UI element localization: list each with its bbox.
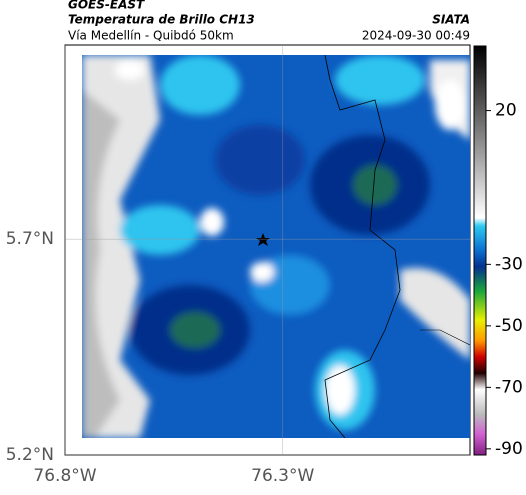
warm-cloud: [335, 55, 425, 105]
colorbar-tick-label: -30: [495, 254, 523, 274]
product-title: Temperatura de Brillo CH13: [68, 13, 255, 27]
warm-cloud: [160, 55, 240, 115]
imagery: [82, 55, 470, 438]
y-tick-label: 5.7°N: [6, 229, 54, 249]
boundary: [420, 329, 470, 346]
timestamp: 2024-09-30 00:49: [362, 29, 470, 43]
colorbar-tick-label: -70: [495, 377, 523, 397]
cold-cloud: [215, 125, 305, 195]
gap: [325, 365, 355, 415]
gap: [200, 208, 224, 236]
colorbar-tick-label: -90: [495, 439, 523, 459]
colorbar-tick-label: 20: [495, 101, 517, 121]
y-tick-label: 5.2°N: [6, 445, 54, 465]
org: SIATA: [432, 13, 470, 27]
boundary: [324, 55, 401, 438]
x-tick-label: 76.8°W: [33, 466, 96, 486]
colorbar-tick-label: -50: [495, 316, 523, 336]
clear-area: [82, 90, 120, 438]
x-tick-label: 76.3°W: [251, 466, 314, 486]
gap: [115, 60, 145, 80]
colorbar: [473, 45, 487, 456]
route: Vía Medellín - Quibdó 50km: [68, 29, 234, 43]
clear-area: [400, 268, 470, 360]
gap: [435, 80, 465, 130]
core: [170, 312, 220, 348]
source: GOES-EAST: [68, 0, 145, 12]
warm-cloud: [120, 205, 200, 255]
core: [353, 165, 397, 205]
gap: [250, 262, 274, 282]
